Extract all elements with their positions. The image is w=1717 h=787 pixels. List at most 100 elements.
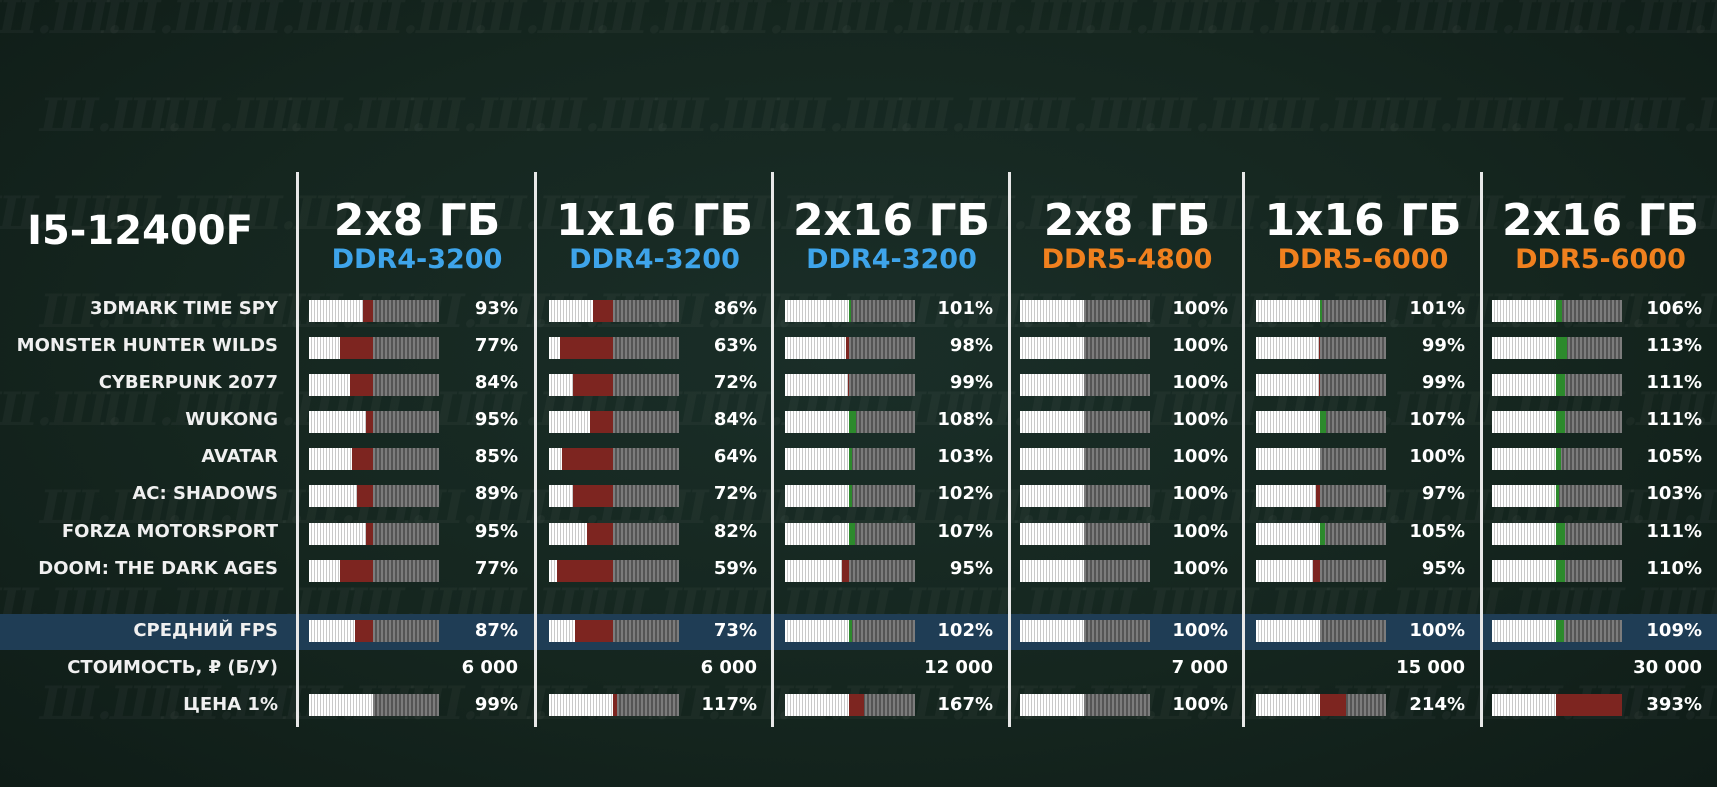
bar-fill xyxy=(549,523,588,545)
percent-value: 105% xyxy=(1409,521,1465,542)
bar-fill xyxy=(309,523,366,545)
bar-fill xyxy=(785,560,842,582)
bar-fill xyxy=(309,411,366,433)
percent-bar xyxy=(309,560,439,582)
bar-fill xyxy=(1492,448,1556,470)
cost-value: 7 000 xyxy=(1171,657,1228,678)
bar-fill xyxy=(1256,300,1320,322)
bar-delta xyxy=(849,411,856,433)
bar-fill xyxy=(1492,300,1556,322)
bar-fill xyxy=(785,411,849,433)
percent-bar xyxy=(1256,374,1386,396)
percent-bar xyxy=(1492,448,1622,470)
row-label: AC: SHADOWS xyxy=(132,483,278,504)
percent-bar xyxy=(785,300,915,322)
bar-fill xyxy=(1492,411,1556,433)
bar-fill xyxy=(1020,374,1084,396)
percent-bar xyxy=(1020,620,1150,642)
watermark-mark: Ш.Ш. xyxy=(712,0,853,44)
column-header: 1x16 ГБ DDR5-6000 xyxy=(1246,196,1480,274)
row-label: CYBERPUNK 2077 xyxy=(98,372,278,393)
percent-bar xyxy=(549,300,679,322)
row-label: 3DMARK TIME SPY xyxy=(89,298,278,319)
percent-bar xyxy=(549,448,679,470)
bar-delta xyxy=(846,337,849,359)
bar-delta xyxy=(587,523,613,545)
percent-value: 101% xyxy=(937,298,993,319)
percent-bar xyxy=(309,374,439,396)
percent-bar xyxy=(1492,411,1622,433)
bar-delta xyxy=(365,523,373,545)
watermark-mark: Ш.Ш. xyxy=(834,0,975,44)
bar-delta xyxy=(1556,560,1565,582)
bar-delta xyxy=(1320,300,1322,322)
column-size: 2x16 ГБ xyxy=(792,195,991,246)
bar-fill xyxy=(785,694,849,716)
bar-fill xyxy=(1020,485,1084,507)
bar-delta xyxy=(1556,694,1622,716)
percent-value: 89% xyxy=(474,483,518,504)
row-label: ЦЕНА 1% xyxy=(183,694,278,715)
percent-value: 95% xyxy=(949,558,993,579)
percent-value: 111% xyxy=(1646,372,1702,393)
row-label: FORZA MOTORSPORT xyxy=(61,521,278,542)
bar-delta xyxy=(365,411,373,433)
percent-bar xyxy=(785,374,915,396)
bar-fill xyxy=(309,448,352,470)
row-label: MONSTER HUNTER WILDS xyxy=(16,335,278,356)
percent-value: 393% xyxy=(1646,694,1702,715)
column-header: 1x16 ГБ DDR4-3200 xyxy=(538,196,771,274)
percent-bar xyxy=(1256,337,1386,359)
bar-fill xyxy=(785,485,849,507)
bar-delta xyxy=(841,560,849,582)
watermark-mark: Ш.Ш. xyxy=(772,88,913,142)
bar-fill xyxy=(549,374,574,396)
percent-bar xyxy=(309,337,439,359)
watermark-mark: Ш.Ш. xyxy=(590,0,731,44)
percent-value: 113% xyxy=(1646,335,1702,356)
watermark-mark: Ш.Ш. xyxy=(162,88,303,142)
percent-value: 103% xyxy=(1646,483,1702,504)
cost-value: 6 000 xyxy=(700,657,757,678)
column-memory-type: DDR5-6000 xyxy=(1515,244,1686,275)
bar-delta xyxy=(849,620,852,642)
percent-bar xyxy=(549,523,679,545)
percent-bar xyxy=(785,620,915,642)
cost-value: 15 000 xyxy=(1396,657,1465,678)
percent-bar xyxy=(1256,523,1386,545)
bar-fill xyxy=(1020,560,1084,582)
bar-delta xyxy=(613,694,617,716)
percent-value: 99% xyxy=(1421,335,1465,356)
percent-bar xyxy=(1492,620,1622,642)
percent-bar xyxy=(309,448,439,470)
percent-value: 73% xyxy=(713,620,757,641)
bar-fill xyxy=(309,560,341,582)
bar-delta xyxy=(1556,337,1567,359)
percent-value: 95% xyxy=(474,409,518,430)
percent-value: 99% xyxy=(949,372,993,393)
bar-delta xyxy=(340,560,373,582)
cost-value: 6 000 xyxy=(461,657,518,678)
watermark-mark: Ш.Ш. xyxy=(1260,88,1401,142)
percent-value: 167% xyxy=(937,694,993,715)
percent-bar xyxy=(1256,411,1386,433)
column-header: 2x16 ГБ DDR4-3200 xyxy=(775,196,1008,274)
percent-bar xyxy=(1020,560,1150,582)
watermark-mark: Ш.Ш. xyxy=(1322,0,1463,44)
percent-value: 100% xyxy=(1172,409,1228,430)
bar-fill xyxy=(1256,337,1319,359)
percent-bar xyxy=(1256,448,1386,470)
percent-value: 100% xyxy=(1172,372,1228,393)
bar-fill xyxy=(1492,620,1556,642)
bar-fill xyxy=(1020,523,1084,545)
column-divider xyxy=(534,172,537,727)
percent-value: 84% xyxy=(474,372,518,393)
percent-value: 82% xyxy=(713,521,757,542)
watermark-mark: Ш.Ш. xyxy=(956,0,1097,44)
percent-bar xyxy=(549,560,679,582)
watermark-mark: Ш.Ш. xyxy=(1566,0,1707,44)
column-memory-type: DDR4-3200 xyxy=(331,244,503,275)
watermark-mark: Ш.Ш. xyxy=(650,88,791,142)
percent-value: 100% xyxy=(1409,620,1465,641)
bar-delta xyxy=(593,300,613,322)
